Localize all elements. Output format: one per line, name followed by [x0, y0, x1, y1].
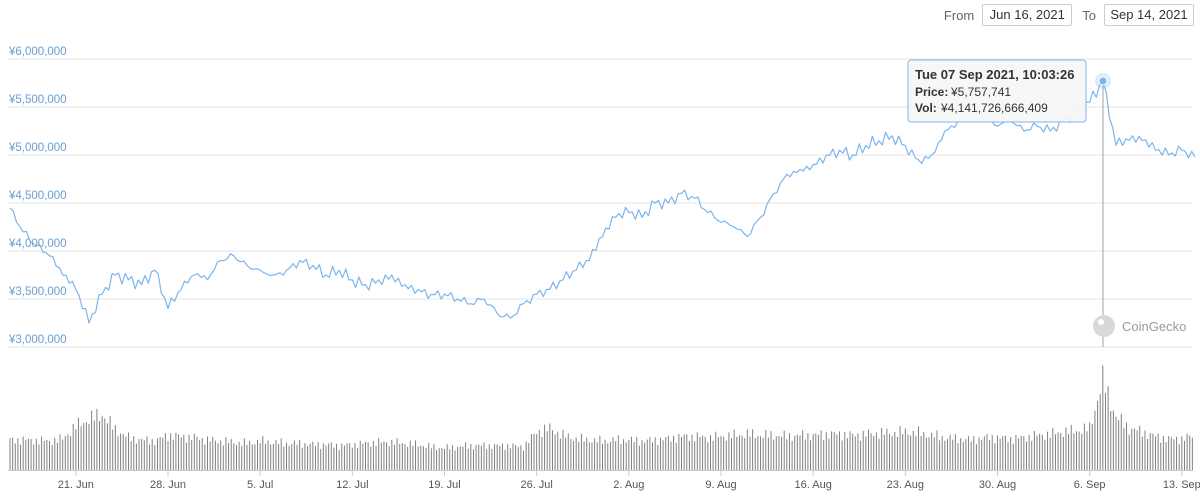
tooltip-price-label: Price:	[915, 85, 948, 99]
x-tick-label: 19. Jul	[428, 479, 460, 491]
price-line	[9, 81, 1196, 324]
x-tick-label: 26. Jul	[520, 479, 552, 491]
x-tick-label: 30. Aug	[979, 479, 1016, 491]
x-tick-label: 16. Aug	[795, 479, 832, 491]
date-range-selector: From Jun 16, 2021 To Sep 14, 2021	[944, 4, 1194, 26]
y-tick-label: ¥4,500,000	[8, 190, 67, 202]
x-tick-label: 12. Jul	[336, 479, 368, 491]
y-tick-label: ¥4,000,000	[8, 238, 67, 250]
grid-lines	[8, 58, 1193, 348]
x-tick-label: 9. Aug	[705, 479, 736, 491]
tooltip-price-value: ¥5,757,741	[950, 85, 1011, 99]
x-tick-label: 13. Sep	[1163, 479, 1200, 491]
tooltip-box	[907, 59, 1087, 123]
x-axis-ticks: 21. Jun 28. Jun 5. Jul 12. Jul 19. Jul 26. Ju…	[58, 470, 1200, 491]
y-tick-label: ¥3,000,000	[8, 334, 67, 346]
x-tick-label: 2. Aug	[613, 479, 644, 491]
from-label: From	[943, 7, 975, 23]
tooltip-header: Tue 07 Sep 2021, 10:03:26	[915, 67, 1074, 82]
hover-point	[1098, 76, 1108, 86]
price-line-series	[9, 81, 1196, 324]
y-tick-label: ¥5,000,000	[8, 142, 67, 154]
to-label: To	[1082, 7, 1096, 23]
x-tick-label: 23. Aug	[887, 479, 924, 491]
to-date-input[interactable]: Sep 14, 2021	[1104, 4, 1194, 26]
watermark-text: CoinGecko	[1122, 319, 1186, 334]
y-tick-label: ¥3,500,000	[8, 286, 67, 298]
x-tick-label: 21. Jun	[58, 479, 94, 491]
x-tick-label: 5. Jul	[247, 479, 273, 491]
y-tick-label: ¥6,000,000	[8, 46, 67, 58]
from-date-input[interactable]: Jun 16, 2021	[982, 4, 1073, 26]
tooltip-vol-value: ¥4,141,726,666,409	[940, 101, 1048, 115]
x-tick-label: 6. Sep	[1074, 479, 1106, 491]
x-tick-label: 28. Jun	[150, 479, 186, 491]
tooltip: Tue 07 Sep 2021, 10:03:26 Price: ¥5,757,…	[907, 59, 1087, 123]
y-tick-label: ¥5,500,000	[8, 94, 67, 106]
y-axis-ticks: ¥3,000,000 ¥3,500,000 ¥4,000,000 ¥4,500,000…	[8, 46, 67, 346]
watermark: CoinGecko	[1093, 315, 1186, 337]
coingecko-logo-icon	[1093, 315, 1115, 337]
volume-bars	[8, 365, 1193, 471]
tooltip-vol-label: Vol:	[915, 101, 937, 115]
